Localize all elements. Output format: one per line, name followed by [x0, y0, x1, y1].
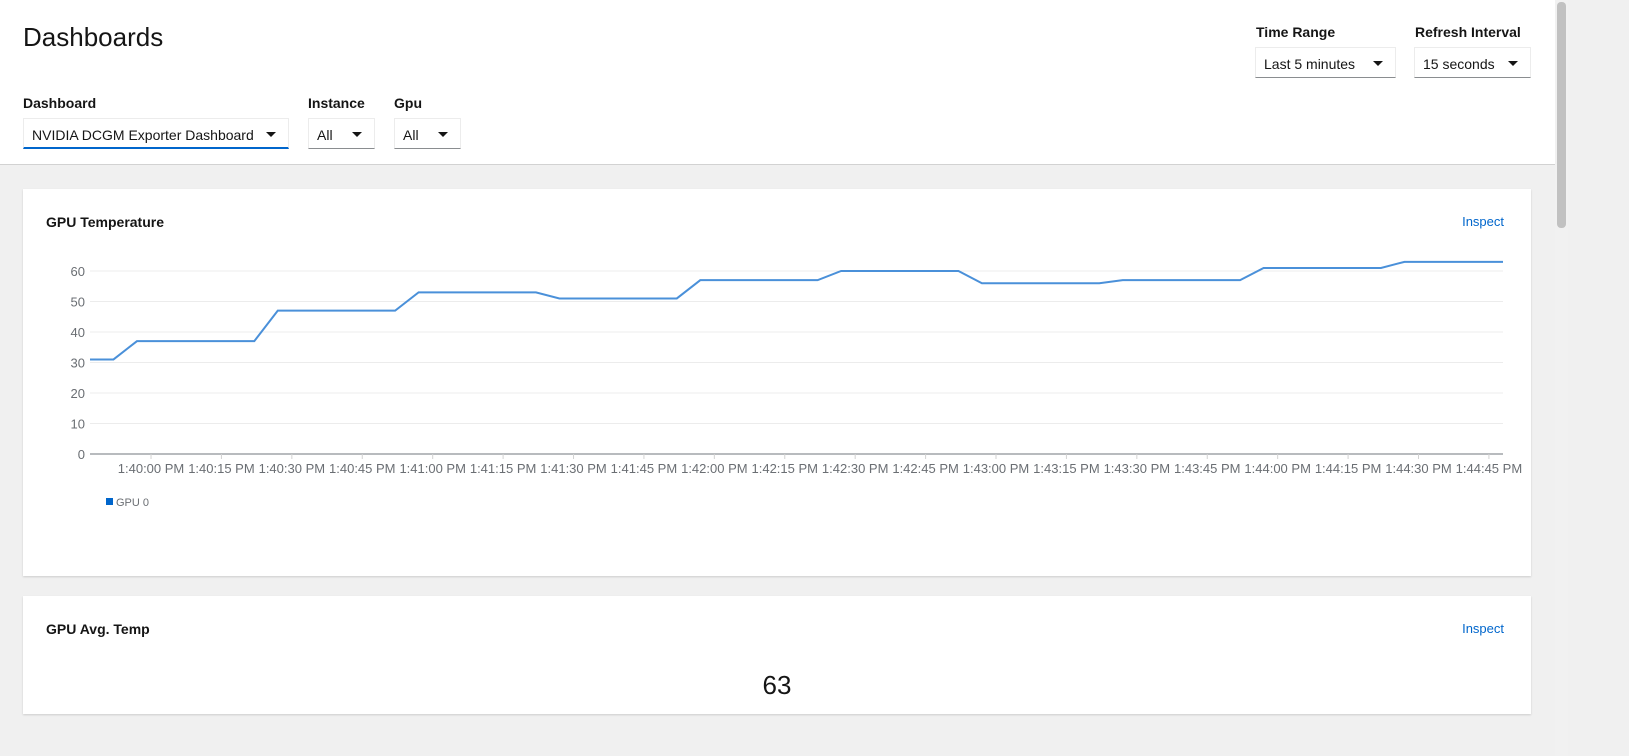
y-tick-label: 10 [71, 417, 85, 432]
y-tick-label: 60 [71, 264, 85, 279]
gpu-avg-temp-panel: GPU Avg. Temp Inspect 63 [23, 596, 1531, 714]
gpu-temperature-panel: GPU Temperature Inspect 0 10 20 30 40 50 60 1:4… [23, 189, 1531, 576]
x-tick-label: 1:42:45 PM [892, 461, 959, 476]
gpu-temperature-chart: 0 10 20 30 40 50 60 1:40:00 PM 1:40:15 PM 1:40:30… [71, 260, 1523, 509]
x-tick-label: 1:44:30 PM [1385, 461, 1452, 476]
series-line-gpu-0 [90, 260, 1503, 361]
x-tick-label: 1:43:15 PM [1033, 461, 1100, 476]
x-tick-label: 1:44:45 PM [1456, 461, 1523, 476]
refresh-interval-dropdown[interactable]: 15 seconds [1414, 47, 1531, 78]
panel-title: GPU Temperature [46, 214, 164, 230]
y-tick-label: 0 [78, 447, 85, 462]
gpu-label: Gpu [394, 95, 422, 111]
page-title: Dashboards [23, 22, 164, 52]
x-tick-label: 1:41:15 PM [470, 461, 537, 476]
dashboard-label: Dashboard [23, 95, 97, 111]
scrollbar-thumb[interactable] [1557, 2, 1566, 228]
x-tick-label: 1:40:30 PM [259, 461, 326, 476]
x-tick-label: 1:42:30 PM [822, 461, 889, 476]
inspect-link[interactable]: Inspect [1462, 214, 1504, 229]
scrollbar[interactable] [1555, 0, 1568, 756]
y-tick-label: 50 [71, 295, 85, 310]
legend-swatch [106, 498, 113, 505]
x-tick-label: 1:44:15 PM [1315, 461, 1382, 476]
x-tick-label: 1:42:15 PM [752, 461, 819, 476]
dashboard-value: NVIDIA DCGM Exporter Dashboard [32, 127, 254, 143]
panel-title: GPU Avg. Temp [46, 621, 150, 637]
page-header: Dashboards Time Range Last 5 minutes Ref… [0, 0, 1555, 165]
y-tick-label: 20 [71, 386, 85, 401]
x-tick-label: 1:43:30 PM [1104, 461, 1171, 476]
time-range-dropdown[interactable]: Last 5 minutes [1255, 47, 1396, 78]
time-range-label: Time Range [1256, 24, 1336, 40]
gpu-dropdown[interactable]: All [394, 118, 461, 149]
y-tick-label: 30 [71, 356, 85, 371]
x-tick-label: 1:44:00 PM [1244, 461, 1311, 476]
time-range-value: Last 5 minutes [1264, 56, 1356, 72]
y-tick-label: 40 [71, 325, 85, 340]
dashboard-dropdown[interactable]: NVIDIA DCGM Exporter Dashboard [23, 118, 289, 149]
caret-down-icon [1508, 61, 1518, 66]
x-tick-label: 1:41:45 PM [611, 461, 678, 476]
x-tick-label: 1:43:45 PM [1174, 461, 1241, 476]
legend-label: GPU 0 [116, 497, 149, 509]
refresh-interval-value: 15 seconds [1423, 56, 1495, 72]
x-tick-label: 1:43:00 PM [963, 461, 1030, 476]
instance-dropdown[interactable]: All [308, 118, 375, 149]
x-tick-label: 1:40:45 PM [329, 461, 396, 476]
caret-down-icon [352, 132, 362, 137]
caret-down-icon [1373, 61, 1383, 66]
gpu-value: All [403, 127, 419, 143]
x-tick-label: 1:40:00 PM [118, 461, 185, 476]
instance-value: All [317, 127, 333, 143]
x-tick-label: 1:41:30 PM [540, 461, 607, 476]
caret-down-icon [438, 132, 448, 137]
refresh-interval-label: Refresh Interval [1415, 24, 1521, 40]
inspect-link[interactable]: Inspect [1462, 621, 1504, 636]
avg-temp-value: 63 [762, 670, 792, 700]
caret-down-icon [266, 132, 276, 137]
x-tick-label: 1:41:00 PM [399, 461, 466, 476]
instance-label: Instance [308, 95, 365, 111]
x-tick-label: 1:42:00 PM [681, 461, 748, 476]
x-tick-label: 1:40:15 PM [188, 461, 255, 476]
